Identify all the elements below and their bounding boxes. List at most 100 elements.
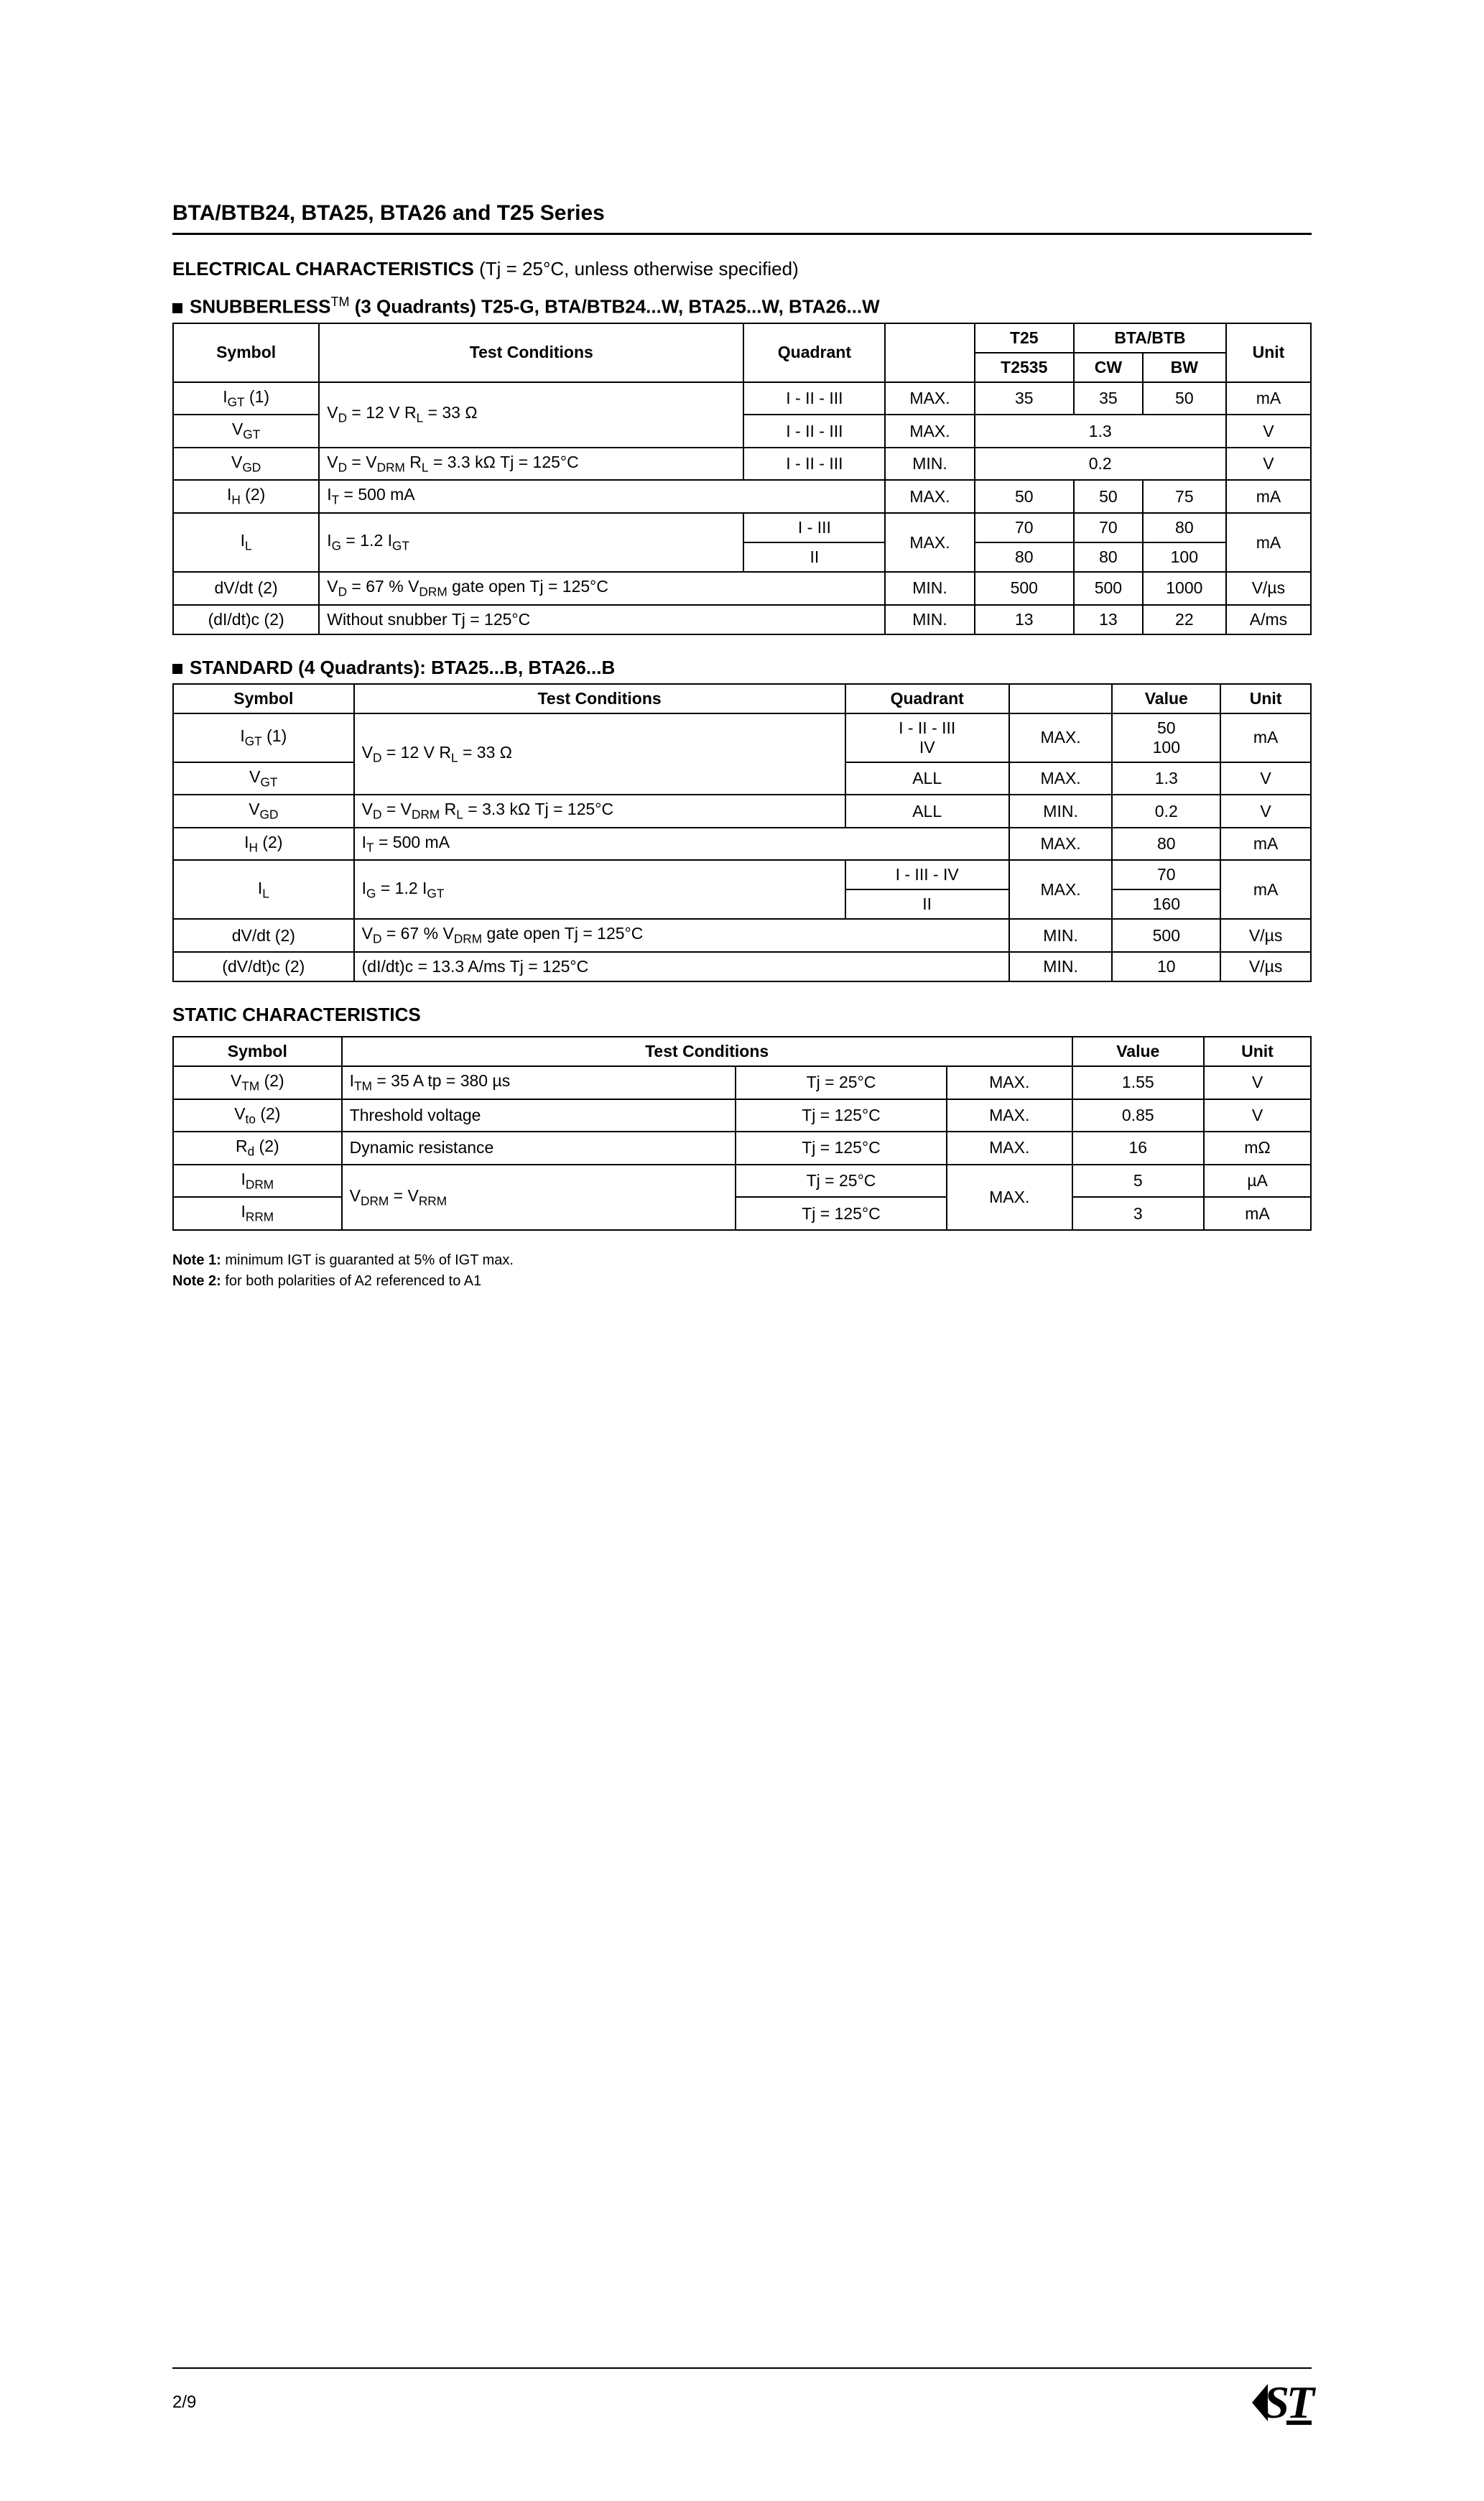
cell-limit: MAX.: [947, 1099, 1072, 1132]
cell-cond: IG = 1.2 IGT: [354, 860, 845, 919]
col-symbol: Symbol: [173, 1037, 342, 1066]
cell-tj: Tj = 25°C: [736, 1066, 947, 1099]
cell-tj: Tj = 125°C: [736, 1197, 947, 1230]
cell-cond: VD = 12 V RL = 33 Ω: [319, 382, 743, 448]
cell-unit: mA: [1220, 860, 1311, 919]
cell-limit: MAX.: [947, 1132, 1072, 1165]
cell-val: 0.2: [1112, 795, 1220, 828]
cell-cond: VD = 12 V RL = 33 Ω: [354, 713, 845, 795]
cell-val: 50: [975, 480, 1074, 513]
cell-unit: µA: [1204, 1165, 1311, 1198]
cell-sym: IH (2): [173, 480, 319, 513]
cell-cond: VD = 67 % VDRM gate open Tj = 125°C: [354, 919, 1009, 952]
cell-sym: IGT (1): [173, 382, 319, 415]
cell-unit: V: [1226, 415, 1311, 448]
cell-val: 80: [1112, 828, 1220, 861]
col-unit: Unit: [1220, 684, 1311, 713]
cell-val: 1.3: [1112, 762, 1220, 795]
cell-cond: Without snubber Tj = 125°C: [319, 605, 885, 634]
cell-unit: mA: [1220, 828, 1311, 861]
cell-val: 1000: [1143, 572, 1226, 605]
col-value: Value: [1072, 1037, 1204, 1066]
cell-sym: IRRM: [173, 1197, 342, 1230]
elec-head-rest: (Tj = 25°C, unless otherwise specified): [474, 258, 799, 279]
cell-val: 80: [1143, 513, 1226, 542]
col-testcond: Test Conditions: [342, 1037, 1072, 1066]
cell-val: 35: [1074, 382, 1143, 415]
col-t25: T25: [975, 323, 1074, 353]
cell-unit: mA: [1226, 480, 1311, 513]
cell-sym: VTM (2): [173, 1066, 342, 1099]
cell-limit: MAX.: [885, 480, 974, 513]
table-row: VTM (2) ITM = 35 A tp = 380 µs Tj = 25°C…: [173, 1066, 1311, 1099]
col-quadrant: Quadrant: [845, 684, 1009, 713]
cell-sym: (dV/dt)c (2): [173, 952, 354, 981]
cell-tj: Tj = 125°C: [736, 1132, 947, 1165]
cell-cond: VD = VDRM RL = 3.3 kΩ Tj = 125°C: [354, 795, 845, 828]
note1-text: minimum IGT is guaranted at 5% of IGT ma…: [221, 1252, 514, 1268]
standard-table: Symbol Test Conditions Quadrant Value Un…: [172, 683, 1312, 982]
col-symbol: Symbol: [173, 684, 354, 713]
cell-val: 70: [975, 513, 1074, 542]
st-logo-icon: ST: [1252, 2376, 1312, 2429]
col-bw: BW: [1143, 353, 1226, 382]
cell-val: 1.3: [975, 415, 1226, 448]
cell-sym: VGT: [173, 415, 319, 448]
standard-heading: STANDARD (4 Quadrants): BTA25...B, BTA26…: [172, 657, 1312, 679]
table-row: dV/dt (2) VD = 67 % VDRM gate open Tj = …: [173, 919, 1311, 952]
cell-quad: I - III: [743, 513, 885, 542]
cell-cond: Dynamic resistance: [342, 1132, 736, 1165]
logo-triangle-icon: [1252, 2384, 1268, 2421]
cell-val: 1.55: [1072, 1066, 1204, 1099]
page-footer: 2/9 ST: [172, 2367, 1312, 2429]
cell-limit: MAX.: [1009, 860, 1113, 919]
cell-unit: V: [1204, 1066, 1311, 1099]
col-btabtb: BTA/BTB: [1074, 323, 1226, 353]
cell-val: 16: [1072, 1132, 1204, 1165]
cell-sym: IDRM: [173, 1165, 342, 1198]
cell-val: 13: [1074, 605, 1143, 634]
cell-val: 0.2: [975, 448, 1226, 481]
cell-limit: MAX.: [885, 382, 974, 415]
snub-pre: SNUBBERLESS: [190, 296, 330, 318]
notes-block: Note 1: minimum IGT is guaranted at 5% o…: [172, 1252, 1312, 1290]
elec-char-heading: ELECTRICAL CHARACTERISTICS (Tj = 25°C, u…: [172, 258, 1312, 280]
table-row: Symbol Test Conditions Value Unit: [173, 1037, 1311, 1066]
cell-tj: Tj = 125°C: [736, 1099, 947, 1132]
table-row: Vto (2) Threshold voltage Tj = 125°C MAX…: [173, 1099, 1311, 1132]
cell-unit: A/ms: [1226, 605, 1311, 634]
cell-val: 160: [1112, 889, 1220, 919]
cell-quad: II: [845, 889, 1009, 919]
bullet-square-icon: [172, 303, 182, 313]
cell-unit: V/µs: [1220, 952, 1311, 981]
cell-unit: mA: [1226, 382, 1311, 415]
cell-val: 3: [1072, 1197, 1204, 1230]
col-limit: [1009, 684, 1113, 713]
cell-limit: MIN.: [885, 605, 974, 634]
cell-quad: ALL: [845, 762, 1009, 795]
table-row: Symbol Test Conditions Quadrant T25 BTA/…: [173, 323, 1311, 353]
cell-cond: VD = VDRM RL = 3.3 kΩ Tj = 125°C: [319, 448, 743, 481]
cell-val: 75: [1143, 480, 1226, 513]
cell-limit: MAX.: [885, 415, 974, 448]
cell-limit: MAX.: [1009, 762, 1113, 795]
table-row: Rd (2) Dynamic resistance Tj = 125°C MAX…: [173, 1132, 1311, 1165]
cell-val: 50: [1143, 382, 1226, 415]
cell-quad: II: [743, 542, 885, 572]
table-row: VGD VD = VDRM RL = 3.3 kΩ Tj = 125°C ALL…: [173, 795, 1311, 828]
col-symbol: Symbol: [173, 323, 319, 382]
cell-quad: I - III - IV: [845, 860, 1009, 889]
snubberless-heading: SNUBBERLESSTM (3 Quadrants) T25-G, BTA/B…: [172, 295, 1312, 318]
trademark-icon: TM: [330, 295, 349, 309]
table-row: IGT (1) VD = 12 V RL = 33 Ω I - II - III…: [173, 382, 1311, 415]
cell-val: 70: [1074, 513, 1143, 542]
cell-unit: V/µs: [1226, 572, 1311, 605]
cell-quad: I - II - III: [743, 415, 885, 448]
cell-sym: Vto (2): [173, 1099, 342, 1132]
table-row: IH (2) IT = 500 mA MAX. 80 mA: [173, 828, 1311, 861]
elec-head-bold: ELECTRICAL CHARACTERISTICS: [172, 258, 474, 279]
cell-sym: dV/dt (2): [173, 919, 354, 952]
static-heading: STATIC CHARACTERISTICS: [172, 1004, 1312, 1026]
table-row: IH (2) IT = 500 mA MAX. 50 50 75 mA: [173, 480, 1311, 513]
cell-limit: MAX.: [885, 513, 974, 572]
